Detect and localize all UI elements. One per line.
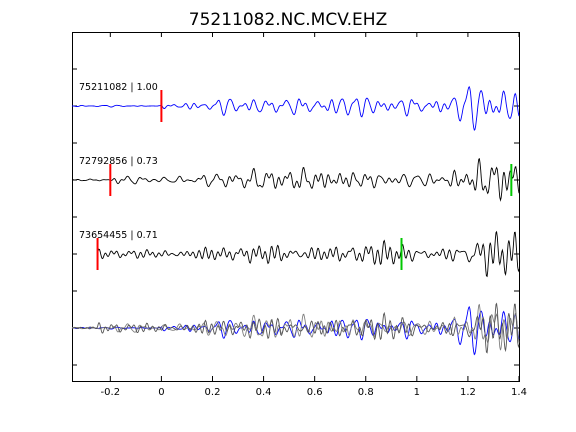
trace-label-75211082: 75211082 | 1.00	[79, 82, 158, 93]
x-tick-label: 0.6	[307, 387, 323, 398]
x-tick-label: 0.2	[205, 387, 221, 398]
x-tick-label: 1.4	[511, 387, 527, 398]
phase-picks	[96, 90, 513, 270]
overlay-trace-73654455	[71, 302, 520, 354]
chart-title: 75211082.NC.MCV.EHZ	[189, 10, 387, 30]
x-tick-label: 1	[414, 387, 420, 398]
trace-label-72792856: 72792856 | 0.73	[79, 156, 158, 167]
trace-73654455	[97, 230, 520, 278]
x-tick-label: 0	[158, 387, 164, 398]
x-tick-label: 1.2	[460, 387, 476, 398]
x-tick-labels: -0.2 0 0.2 0.4 0.6 0.8 1 1.2 1.4	[101, 387, 527, 398]
plot-frame	[72, 32, 520, 382]
trace-72792856	[71, 158, 520, 202]
trace-labels: 75211082 | 1.00 72792856 | 0.73 73654455 |…	[79, 82, 158, 241]
overlay-traces	[71, 302, 520, 356]
seismogram-traces	[71, 85, 520, 278]
x-tick-label: -0.2	[101, 387, 121, 398]
axis-ticks	[72, 32, 520, 381]
x-tick-label: 0.4	[256, 387, 272, 398]
trace-label-73654455: 73654455 | 0.71	[79, 230, 158, 241]
overlay-trace-72792856	[71, 303, 520, 351]
trace-75211082	[71, 85, 520, 131]
x-tick-label: 0.8	[358, 387, 374, 398]
